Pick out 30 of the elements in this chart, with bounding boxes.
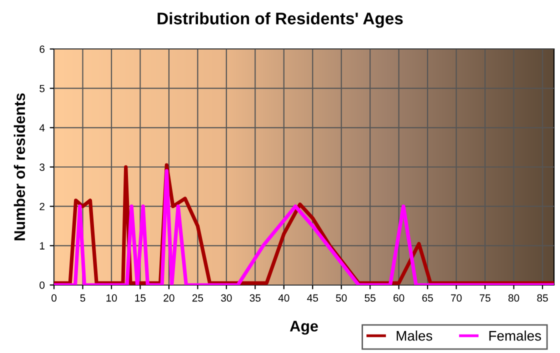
y-tick-label: 5: [40, 84, 45, 92]
x-tick-label: 50: [336, 294, 347, 302]
x-tick-label: 20: [164, 294, 174, 302]
x-tick-label: 65: [422, 294, 433, 302]
y-tick-label: 6: [40, 46, 45, 53]
x-tick-label: 25: [192, 294, 204, 302]
x-tick-label: 80: [508, 294, 520, 302]
x-tick-label: 60: [394, 294, 404, 302]
y-axis-title: Number of residents: [14, 93, 26, 240]
x-tick-label: 0: [52, 294, 56, 302]
y-tick-label: 4: [39, 124, 45, 132]
x-tick-label: 55: [364, 294, 376, 302]
x-tick-label: 5: [80, 294, 86, 302]
x-tick-label: 85: [537, 294, 548, 302]
x-tick-label: 45: [307, 294, 318, 302]
x-tick-label: 15: [135, 294, 146, 302]
x-tick-label: 10: [106, 294, 117, 302]
chart-title: Distribution of Residents' Ages: [158, 12, 403, 28]
x-tick-label: 75: [480, 294, 490, 302]
x-axis-title: Age: [290, 320, 318, 335]
x-tick-label: 35: [250, 294, 261, 302]
y-tick-label: 3: [40, 164, 45, 171]
x-tick-label: 70: [451, 294, 462, 302]
y-tick-label: 1: [40, 242, 44, 250]
legend-label: Females: [489, 330, 541, 341]
y-tick-label: 2: [40, 202, 44, 210]
x-tick-label: 30: [221, 294, 232, 302]
y-tick-label: 0: [40, 282, 45, 289]
x-tick-label: 40: [278, 294, 290, 302]
legend-label: Males: [396, 330, 432, 341]
